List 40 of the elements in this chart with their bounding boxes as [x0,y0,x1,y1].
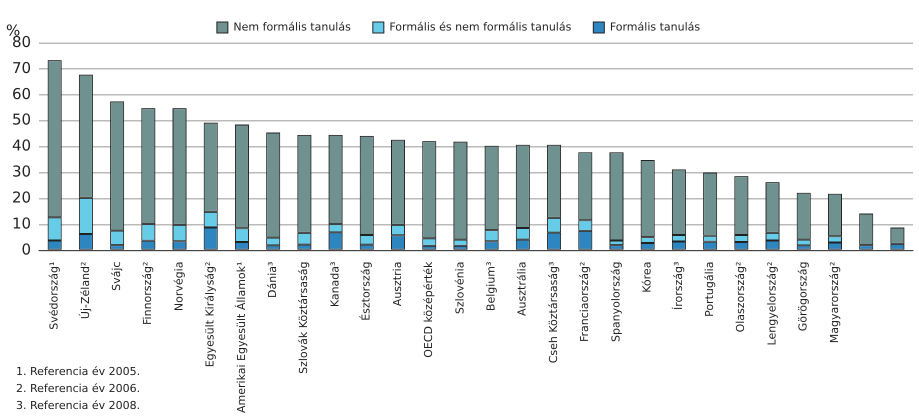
legend-label: Nem formális tanulás [233,20,352,34]
y-tick-label: 40 [12,136,32,155]
y-tick-label: 50 [12,110,32,129]
x-tick-label: Amerikai Egyesült Államok¹ [234,262,248,414]
legend-label: Formális és nem formális tanulás [389,20,572,34]
legend-label: Formális tanulás [610,20,700,34]
x-tick-label: Új-Zéland² [78,262,92,320]
y-tick-label: 70 [12,58,32,77]
text: 2. Referencia év 2006. [16,381,140,397]
x-tick-label: Kórea [640,262,654,293]
x-tick-label: Spanyolország [609,262,622,342]
y-tick-label: 30 [12,162,32,181]
y-tick-label: 60 [12,84,32,103]
x-tick-label: Finnország² [141,262,154,325]
x-tick-label: Kanada³ [328,262,342,308]
x-tick-label: Svájc [110,262,123,291]
x-tick-label: Görögország [796,262,810,332]
text: 3. Referencia év 2008. [16,398,140,414]
text: 1. Referencia év 2005. [16,364,140,380]
x-tick-label: Észtország [358,262,373,321]
x-tick-label: Ausztrália [516,262,529,316]
y-tick-label: 10 [12,214,32,233]
x-tick-label: Írország³ [670,262,685,310]
x-tick-label: Svédország¹ [48,262,61,330]
x-tick-label: Franciaország² [578,262,592,342]
y-tick-label: 20 [12,188,32,207]
x-tick-label: Lengyelország² [765,262,778,346]
x-tick-label: Dánia³ [266,262,280,298]
x-tick-label: Magyarország² [828,262,841,344]
y-tick-label: 0 [22,240,32,258]
x-tick-label: OECD középérték [422,260,436,358]
x-tick-label: Cseh Köztársaság³ [546,262,560,364]
x-tick-label: Szlovák Köztársaság [297,262,310,374]
x-tick-label: Portugália [702,262,716,317]
x-tick-label: Ausztria [390,262,404,306]
x-tick-label: Belgium³ [484,262,498,312]
x-tick-label: Egyesült Királyság² [204,262,217,368]
x-tick-label: Szlovénia [453,262,466,314]
x-tick-label: Olaszország² [734,262,748,332]
x-tick-label: Norvégia [172,262,186,312]
